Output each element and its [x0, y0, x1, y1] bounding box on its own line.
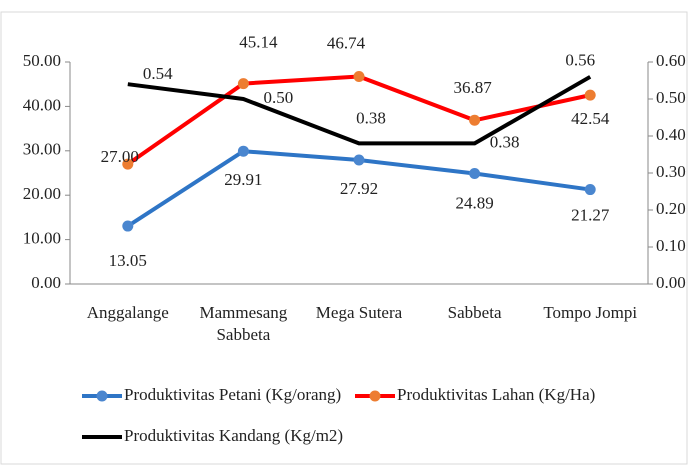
x-tick-label: Sabbeta [447, 303, 502, 322]
point [469, 114, 481, 126]
y2-tick-label: 0.10 [656, 236, 686, 255]
x-tick-label: Mega Sutera [315, 303, 403, 322]
y-tick-label: 30.00 [23, 140, 61, 159]
data-label: 0.50 [264, 88, 294, 107]
data-label: 29.91 [224, 170, 262, 189]
legend-marker [369, 390, 381, 402]
y-tick-label: 20.00 [23, 184, 61, 203]
data-label: 0.54 [143, 64, 173, 83]
data-label: 27.00 [101, 147, 139, 166]
data-label: 0.38 [490, 132, 520, 151]
legend-label: Produktivitas Petani (Kg/orang) [124, 385, 341, 404]
point [237, 145, 249, 157]
point [122, 220, 134, 232]
y2-tick-label: 0.60 [656, 51, 686, 70]
y2-tick-label: 0.20 [656, 199, 686, 218]
x-tick-label: Mammesang Sabbeta [199, 303, 288, 344]
point [353, 154, 365, 166]
data-label: 24.89 [455, 193, 493, 212]
x-tick-label: Tompo Jompi [543, 303, 638, 322]
y-tick-label: 50.00 [23, 51, 61, 70]
x-tick-label: Anggalange [86, 303, 169, 322]
point [469, 167, 481, 179]
chart-border [0, 11, 688, 465]
data-label: 0.38 [356, 108, 386, 127]
data-label: 21.27 [571, 205, 610, 224]
data-label: 36.87 [453, 78, 492, 97]
data-label: 45.14 [239, 32, 278, 51]
y-tick-label: 10.00 [23, 229, 61, 248]
y2-tick-label: 0.40 [656, 125, 686, 144]
data-label: 42.54 [571, 109, 610, 128]
point [237, 78, 249, 90]
y2-tick-label: 0.50 [656, 88, 686, 107]
point [584, 89, 596, 101]
data-label: 27.92 [340, 179, 378, 198]
point [584, 184, 596, 196]
legend-label: Produktivitas Kandang (Kg/m2) [124, 426, 343, 445]
series-line [127, 75, 592, 146]
y-tick-label: 0.00 [31, 273, 61, 292]
legend-label: Produktivitas Lahan (Kg/Ha) [397, 385, 595, 404]
point [122, 158, 134, 170]
legend-marker [96, 390, 108, 402]
data-label: 0.56 [565, 51, 595, 70]
point [353, 70, 365, 82]
y2-tick-label: 0.00 [656, 273, 686, 292]
y2-tick-label: 0.30 [656, 162, 686, 181]
data-label: 46.74 [327, 33, 366, 52]
data-label: 13.05 [109, 251, 147, 270]
y-tick-label: 40.00 [23, 95, 61, 114]
